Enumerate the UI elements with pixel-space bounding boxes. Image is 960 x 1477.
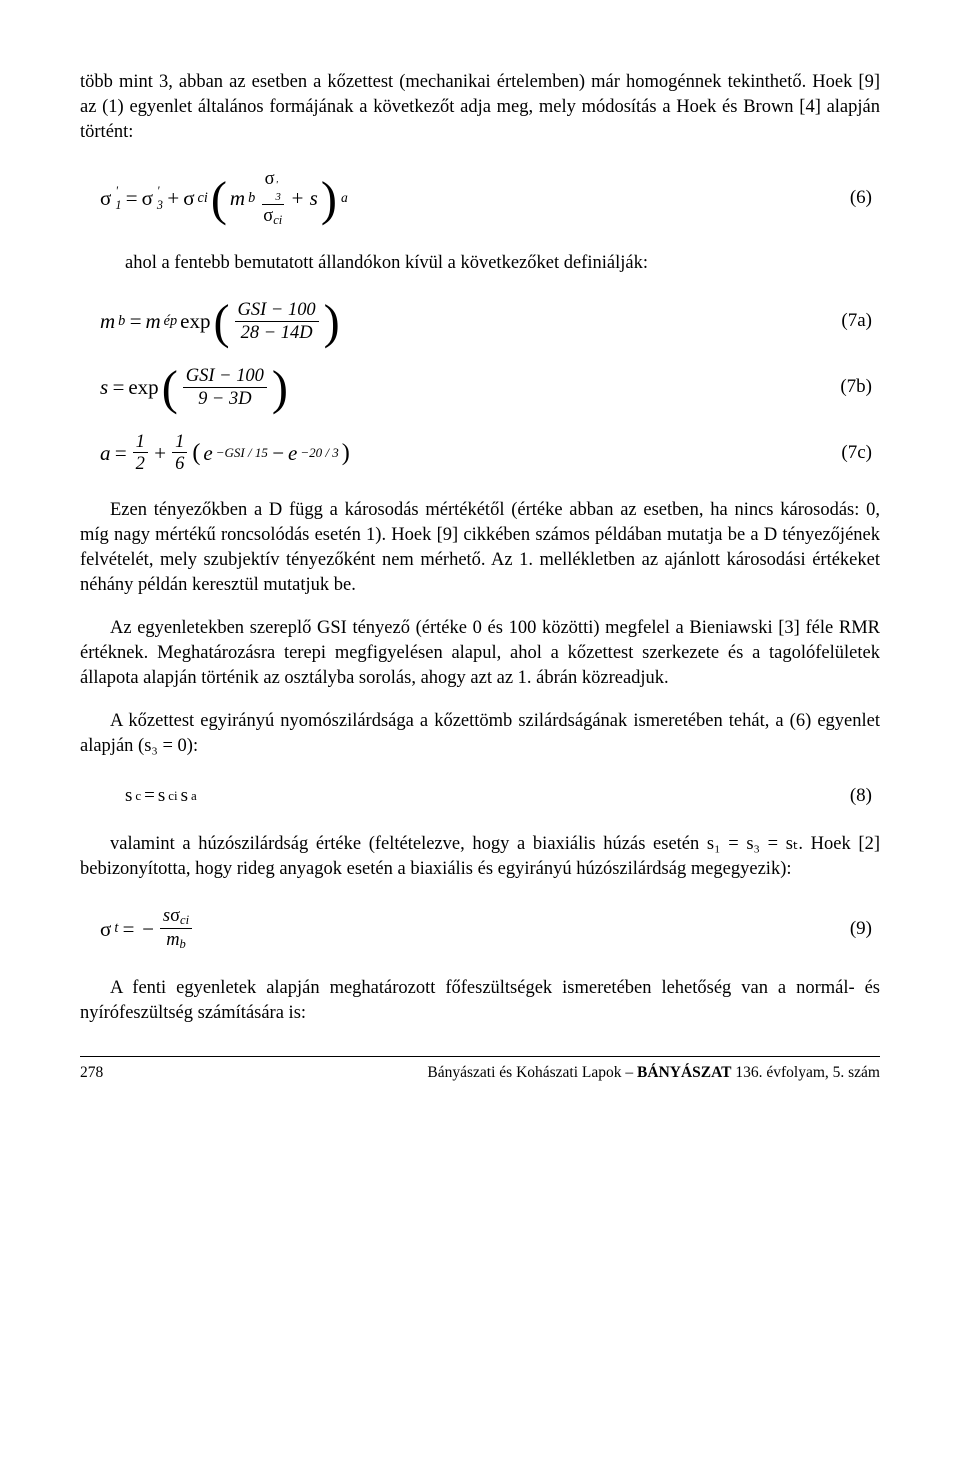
equation-7c: a = 12 + 16 ( e−GSI / 15 − e−20 / 3 ) <box>80 432 350 474</box>
paragraph-final: A fenti egyenletek alapján meghatározott… <box>80 976 880 1026</box>
equation-7b-row: s = exp ( GSI − 100 9 − 3D ) (7b) <box>80 366 880 408</box>
equation-7c-row: a = 12 + 16 ( e−GSI / 15 − e−20 / 3 ) (7… <box>80 432 880 474</box>
journal-info: Bányászati és Kohászati Lapok – BÁNYÁSZA… <box>427 1063 880 1084</box>
equation-9-row: σt = − sσci mb (9) <box>80 906 880 952</box>
equation-6-number: (6) <box>850 185 880 211</box>
equation-7a-row: mb = mép exp ( GSI − 100 28 − 14D ) (7a) <box>80 300 880 342</box>
equation-7c-number: (7c) <box>841 440 880 466</box>
paragraph-definitions: ahol a fentebb bemutatott állandókon kív… <box>80 251 880 276</box>
equation-6-row: σ'1 = σ'3 + σci ( mb σ'3 σci + s )a (6) <box>80 169 880 228</box>
paragraph-intro: több mint 3, abban az esetben a kőzettes… <box>80 70 880 145</box>
paragraph-damage-factor: Ezen tényezőkben a D függ a károsodás mé… <box>80 498 880 598</box>
equation-8-number: (8) <box>850 783 880 809</box>
page-footer: 278 Bányászati és Kohászati Lapok – BÁNY… <box>80 1056 880 1084</box>
paragraph-uniaxial: A kőzettest egyirányú nyomószilárdsága a… <box>80 709 880 759</box>
equation-7a: mb = mép exp ( GSI − 100 28 − 14D ) <box>80 300 340 342</box>
equation-7b-number: (7b) <box>840 374 880 400</box>
equation-9-number: (9) <box>850 916 880 942</box>
equation-8-row: sc = sci sa (8) <box>80 783 880 809</box>
equation-6: σ'1 = σ'3 + σci ( mb σ'3 σci + s )a <box>80 169 348 228</box>
page-number: 278 <box>80 1063 103 1084</box>
equation-7a-number: (7a) <box>841 308 880 334</box>
paragraph-tensile: valamint a húzószilárdság értéke (feltét… <box>80 832 880 882</box>
equation-8: sc = sci sa <box>80 783 197 809</box>
paragraph-gsi: Az egyenletekben szereplő GSI tényező (é… <box>80 616 880 691</box>
equation-7b: s = exp ( GSI − 100 9 − 3D ) <box>80 366 288 408</box>
equation-9: σt = − sσci mb <box>80 906 194 952</box>
